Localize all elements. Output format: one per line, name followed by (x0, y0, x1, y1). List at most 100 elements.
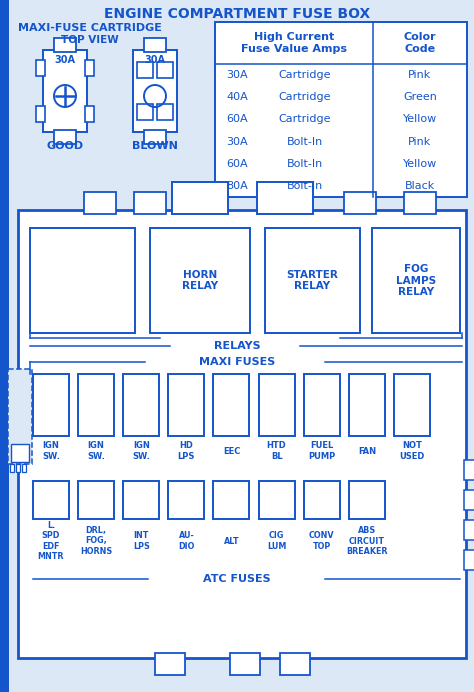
Text: Black: Black (405, 181, 435, 191)
Bar (404, 192, 436, 214)
Text: INT
LPS: INT LPS (133, 531, 150, 551)
Bar (11, 444, 29, 462)
Bar (33, 374, 69, 436)
Bar (464, 490, 474, 510)
Bar (144, 130, 166, 144)
Bar (43, 50, 87, 132)
Bar (257, 182, 313, 214)
Bar (84, 192, 116, 214)
Text: IGN
SW.: IGN SW. (132, 441, 150, 461)
Text: Bolt-In: Bolt-In (287, 136, 323, 147)
Text: Bolt-In: Bolt-In (287, 158, 323, 169)
Text: Cartridge: Cartridge (279, 92, 331, 102)
Text: MAXI-FUSE CARTRIDGE: MAXI-FUSE CARTRIDGE (18, 23, 162, 33)
Text: HORN
RELAY: HORN RELAY (182, 270, 218, 291)
Text: 60A: 60A (226, 158, 248, 169)
Text: AU-
DIO: AU- DIO (178, 531, 194, 551)
Bar (304, 374, 340, 436)
Bar (137, 62, 153, 78)
Text: L.
SPD
EDF
MNTR: L. SPD EDF MNTR (38, 521, 64, 561)
Bar (54, 130, 76, 144)
Text: RELAYS: RELAYS (214, 341, 260, 351)
Bar (157, 104, 173, 120)
Text: FAN: FAN (358, 446, 376, 455)
Bar (213, 374, 249, 436)
Bar (168, 481, 204, 519)
Bar (464, 460, 474, 480)
Text: STARTER
RELAY: STARTER RELAY (287, 270, 338, 291)
Bar (464, 550, 474, 570)
Bar (133, 50, 177, 132)
Bar (394, 374, 430, 436)
Text: Color
Code: Color Code (404, 33, 436, 54)
Bar (10, 464, 14, 472)
Bar (123, 374, 159, 436)
Text: Pink: Pink (409, 70, 432, 80)
Bar (168, 374, 204, 436)
Bar (85, 106, 94, 122)
Bar (137, 104, 153, 120)
Text: ABS
CIRCUIT
BREAKER: ABS CIRCUIT BREAKER (346, 526, 388, 556)
Text: Bolt-In: Bolt-In (287, 181, 323, 191)
Text: 30A: 30A (226, 70, 248, 80)
Text: BLOWN: BLOWN (132, 141, 178, 151)
Bar (123, 481, 159, 519)
Text: GOOD: GOOD (46, 141, 83, 151)
Bar (16, 464, 20, 472)
Text: High Current
Fuse Value Amps: High Current Fuse Value Amps (241, 33, 347, 54)
Text: CONV
TOP: CONV TOP (309, 531, 335, 551)
Bar (265, 228, 360, 333)
Bar (215, 22, 467, 197)
Text: HD
LPS: HD LPS (178, 441, 195, 461)
Text: MAXI FUSES: MAXI FUSES (199, 357, 275, 367)
Bar (36, 106, 45, 122)
Text: ATC FUSES: ATC FUSES (203, 574, 271, 584)
Text: Yellow: Yellow (403, 158, 437, 169)
Bar (22, 464, 26, 472)
Bar (54, 38, 76, 52)
Text: NOT
USED: NOT USED (399, 441, 425, 461)
Bar (155, 653, 185, 675)
Text: 80A: 80A (226, 181, 248, 191)
Bar (18, 210, 466, 658)
Text: IGN
SW.: IGN SW. (87, 441, 105, 461)
Bar (304, 481, 340, 519)
Bar (280, 653, 310, 675)
Text: DRL,
FOG,
HORNS: DRL, FOG, HORNS (80, 526, 112, 556)
Bar (230, 653, 260, 675)
Bar (259, 481, 295, 519)
Text: ALT: ALT (224, 536, 239, 545)
Text: Cartridge: Cartridge (279, 70, 331, 80)
Bar (30, 228, 135, 333)
Bar (213, 481, 249, 519)
Text: FOG
LAMPS
RELAY: FOG LAMPS RELAY (396, 264, 436, 297)
Text: Yellow: Yellow (403, 114, 437, 125)
Bar (134, 192, 166, 214)
Text: FUEL
PUMP: FUEL PUMP (308, 441, 336, 461)
Bar (36, 60, 45, 76)
Text: 40A: 40A (226, 92, 248, 102)
Text: Cartridge: Cartridge (279, 114, 331, 125)
Text: EEC: EEC (223, 446, 240, 455)
Bar (150, 228, 250, 333)
Text: 30A: 30A (55, 55, 75, 65)
Text: Green: Green (403, 92, 437, 102)
Bar (0, 0, 9, 692)
Text: CIG
LUM: CIG LUM (267, 531, 286, 551)
Text: 30A: 30A (145, 55, 165, 65)
Bar (259, 374, 295, 436)
Text: Pink: Pink (409, 136, 432, 147)
Text: TOP VIEW: TOP VIEW (61, 35, 119, 45)
Bar (78, 374, 114, 436)
Text: IGN
SW.: IGN SW. (42, 441, 60, 461)
Bar (157, 62, 173, 78)
Bar (144, 38, 166, 52)
Bar (464, 520, 474, 540)
Bar (85, 60, 94, 76)
Bar (344, 192, 376, 214)
Bar (349, 481, 385, 519)
Bar (372, 228, 460, 333)
Bar (349, 374, 385, 436)
Bar (78, 481, 114, 519)
Text: ENGINE COMPARTMENT FUSE BOX: ENGINE COMPARTMENT FUSE BOX (104, 7, 370, 21)
